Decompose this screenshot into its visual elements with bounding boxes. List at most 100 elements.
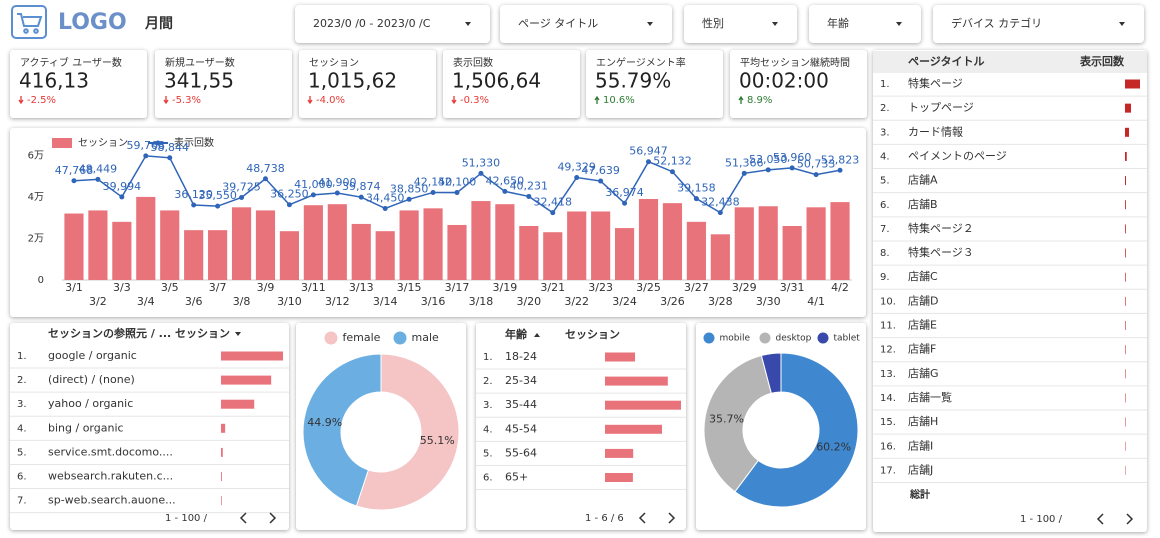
filter-label[interactable]: 年齢: [827, 16, 849, 30]
table-bar: [1125, 248, 1126, 258]
legend-marker: [155, 140, 161, 146]
bar: [184, 230, 204, 280]
row-rank: 9.: [880, 272, 890, 283]
filter-label[interactable]: デバイス カテゴリ: [951, 16, 1042, 30]
dropdown-icon: [235, 332, 241, 336]
line-point: [95, 176, 101, 182]
row-name: sp-web.search.auone...: [48, 494, 176, 507]
x-tick-label: 3/2: [89, 295, 107, 308]
sort-icon: [534, 333, 540, 337]
x-tick-label: 3/17: [445, 281, 470, 294]
page-button[interactable]: [638, 512, 646, 524]
header-bg: [873, 51, 1147, 73]
column-header: 表示回数: [1079, 54, 1125, 68]
line-point: [71, 178, 77, 184]
pagination: 1 - 100 /: [165, 513, 208, 524]
row-name: 店舗C: [908, 269, 938, 283]
column-header: セッション: [565, 328, 620, 341]
table-bar: [1125, 127, 1129, 137]
line-point: [669, 169, 675, 175]
row-name: 45-54: [505, 422, 537, 435]
filter-box[interactable]: [500, 5, 672, 43]
filter-box[interactable]: [684, 5, 797, 43]
row-rank: 12.: [880, 345, 896, 356]
table-bar: [1125, 200, 1126, 210]
line-point: [741, 170, 747, 176]
data-label: 38,850: [390, 182, 429, 195]
row-rank: 11.: [880, 321, 896, 332]
row-rank: 1.: [483, 352, 493, 363]
bar: [279, 231, 299, 280]
page-button[interactable]: [239, 512, 247, 524]
row-name: 店舗F: [908, 342, 936, 356]
data-label: 56,947: [629, 145, 668, 158]
kpi-change: -2.5%: [27, 95, 56, 106]
trend-arrow: [307, 96, 313, 105]
slice-label: 35.7%: [709, 412, 744, 425]
x-tick-label: 3/7: [209, 281, 227, 294]
row-rank: 5.: [17, 447, 27, 458]
x-tick-label: 4/2: [831, 281, 849, 294]
y-tick-label: 0: [38, 275, 44, 286]
row-rank: 4.: [17, 423, 27, 434]
x-tick-label: 4/1: [807, 295, 825, 308]
bar: [423, 208, 443, 280]
table-bar: [605, 352, 636, 362]
bar: [710, 234, 730, 280]
row-rank: 7.: [880, 224, 890, 235]
row-rank: 6.: [880, 200, 890, 211]
row-rank: 3.: [880, 127, 890, 138]
bar: [758, 206, 778, 280]
data-label: 40,231: [510, 179, 549, 192]
page-button[interactable]: [269, 512, 277, 524]
donut-slice: [355, 353, 460, 511]
data-label: 50,733: [797, 158, 836, 171]
page-button[interactable]: [1096, 513, 1104, 525]
filter-box[interactable]: [295, 5, 490, 43]
row-name: 店舗J: [908, 462, 933, 476]
row-name: 店舗D: [908, 293, 938, 307]
row-rank: 7.: [17, 496, 27, 507]
data-label: 58,844: [150, 141, 189, 154]
bar: [471, 201, 491, 280]
bar: [806, 207, 826, 280]
kpi-value: 1,506,64: [452, 69, 541, 93]
row-name: トップページ: [908, 101, 974, 114]
filter-label[interactable]: 2023/0 /0 - 2023/0 /C: [313, 17, 431, 30]
line-point: [717, 210, 723, 216]
x-tick-label: 3/20: [516, 295, 541, 308]
filter-label[interactable]: ページ タイトル: [518, 17, 598, 30]
table-bar: [221, 496, 222, 506]
line-point: [191, 202, 197, 208]
dropdown-icon: [896, 22, 902, 26]
kpi-label: アクティブ ユーザー数: [20, 56, 122, 69]
bar: [830, 202, 850, 280]
row-name: service.smt.docomo....: [48, 445, 173, 458]
kpi-value: 341,55: [164, 69, 234, 93]
bar: [567, 211, 587, 280]
row-rank: 4.: [483, 424, 493, 435]
header-bg: [476, 324, 686, 346]
row-rank: 6.: [483, 473, 493, 484]
x-tick-label: 3/16: [421, 295, 446, 308]
slice-label: 55.1%: [420, 434, 455, 447]
data-label: 49,329: [557, 161, 596, 174]
donut-slice: [302, 353, 382, 507]
logo: LOGO: [58, 10, 127, 35]
bar: [208, 230, 228, 280]
legend-swatch: [393, 331, 407, 345]
trend-arrow: [163, 96, 169, 105]
filter-box[interactable]: [933, 5, 1144, 43]
logo-icon: [11, 5, 47, 39]
page-button[interactable]: [668, 512, 676, 524]
row-rank: 14.: [880, 393, 896, 404]
page-button[interactable]: [1126, 513, 1134, 525]
legend-swatch: [52, 138, 72, 148]
x-tick-label: 3/29: [732, 281, 757, 294]
filter-box[interactable]: [809, 5, 921, 43]
filter-label[interactable]: 性別: [702, 16, 724, 30]
line-point: [358, 194, 364, 200]
bar: [375, 231, 395, 280]
legend-label: mobile: [720, 334, 751, 344]
